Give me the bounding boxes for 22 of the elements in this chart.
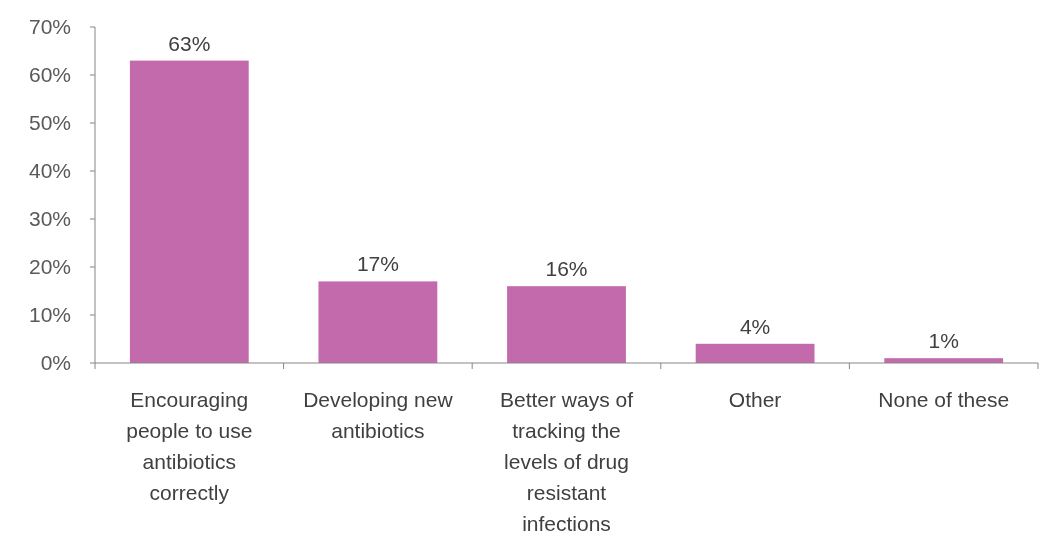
y-tick-label: 0% <box>40 351 71 375</box>
x-tick-label: Better ways of tracking the levels of drug resistant infections <box>499 388 634 535</box>
y-tick-label: 70% <box>28 15 71 39</box>
y-tick-label: 20% <box>28 255 71 279</box>
data-label: 63% <box>168 31 211 55</box>
y-tick-label: 40% <box>28 159 71 183</box>
x-tick-label: Other <box>728 388 782 411</box>
y-tick-label: 50% <box>28 111 71 135</box>
data-label: 16% <box>545 257 588 281</box>
data-label: 1% <box>928 329 959 353</box>
x-tick-label: Encouraging people to use antibiotics correctly <box>126 388 253 504</box>
x-tick-label: None of these <box>878 388 1010 411</box>
bar <box>318 281 438 363</box>
data-label: 17% <box>356 252 399 276</box>
data-label: 4% <box>739 314 771 338</box>
y-tick-label: 10% <box>28 303 71 327</box>
y-tick-label: 60% <box>28 63 71 87</box>
x-tick-label: Developing new antibiotics <box>303 388 454 442</box>
y-tick-label: 30% <box>28 207 71 231</box>
bar <box>695 343 815 363</box>
bar <box>507 286 626 363</box>
bar <box>129 60 249 363</box>
